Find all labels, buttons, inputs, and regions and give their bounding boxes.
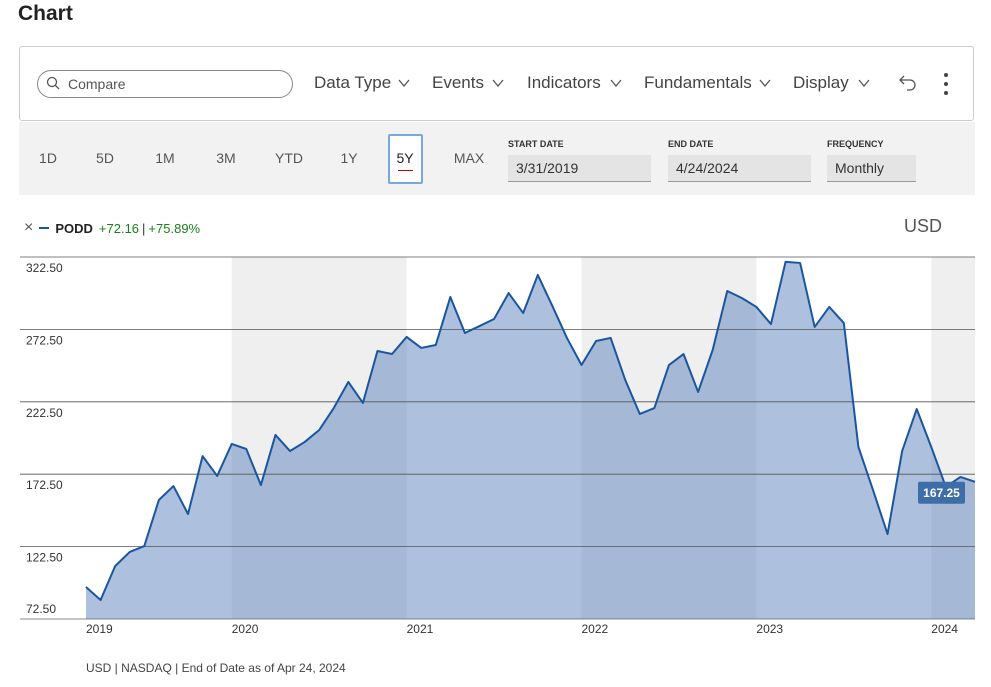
start-date-label: START DATE xyxy=(508,139,564,149)
chevron xyxy=(759,79,771,88)
range-button[interactable]: 5Y xyxy=(396,150,414,166)
range-button[interactable]: 5D xyxy=(96,150,114,166)
range-button[interactable]: 3M xyxy=(216,150,236,166)
x-tick-label: 2022 xyxy=(582,622,609,636)
undo-icon[interactable] xyxy=(899,75,916,91)
range-button[interactable]: 1D xyxy=(39,150,57,166)
price-line xyxy=(85,260,976,602)
range-button[interactable]: MAX xyxy=(453,150,485,166)
x-tick-label: 2020 xyxy=(232,622,259,636)
x-tick-label: 2023 xyxy=(756,622,783,636)
footer-note: USD | NASDAQ | End of Date as of Apr 24,… xyxy=(86,661,346,675)
start-date-input[interactable]: 3/31/2019 xyxy=(508,155,651,182)
last-value-tag xyxy=(918,481,965,504)
page-title: Chart xyxy=(18,2,73,25)
range-button[interactable]: YTD xyxy=(275,150,303,166)
y-tick-label: 272.50 xyxy=(26,333,63,347)
last-value-label: 167.25 xyxy=(923,486,960,500)
legend-name: PODD xyxy=(55,220,93,236)
range-bar xyxy=(19,122,975,195)
frequency-label: FREQUENCY xyxy=(827,139,884,149)
y-tick-label: 322.50 xyxy=(26,261,63,275)
frequency-select[interactable]: Monthly xyxy=(827,155,916,182)
chevron xyxy=(858,79,870,88)
x-tick-label: 2024 xyxy=(931,622,958,636)
range-selected xyxy=(388,134,423,184)
range-button[interactable]: 1M xyxy=(155,150,175,166)
x-tick-label: 2021 xyxy=(407,622,434,636)
menu-events[interactable]: Events xyxy=(432,73,484,92)
y-tick-label: 172.50 xyxy=(26,478,63,492)
currency-select[interactable]: USD xyxy=(904,216,943,236)
end-date-input[interactable]: 4/24/2024 xyxy=(668,155,811,182)
legend-separator: | xyxy=(142,220,146,236)
range-underline xyxy=(398,170,413,171)
end-date-label: END DATE xyxy=(668,139,714,149)
y-tick-label: 222.50 xyxy=(26,406,63,420)
toolbar xyxy=(19,46,974,121)
chevron xyxy=(610,79,622,88)
compare-input[interactable]: Compare xyxy=(37,70,293,98)
range-button[interactable]: 1Y xyxy=(340,150,358,166)
chart: 72.50 122.50 172.50 222.50 272.50 322.50 2019 2… xyxy=(20,256,976,636)
y-tick-label: 72.50 xyxy=(26,602,56,616)
search-icon xyxy=(46,76,60,90)
kebab-icon[interactable] xyxy=(944,73,948,95)
legend-change-pct: +75.89% xyxy=(148,220,201,236)
menu-indicators[interactable]: Indicators xyxy=(527,73,601,92)
legend-change: +72.16 xyxy=(98,220,140,236)
compare-placeholder: Compare xyxy=(68,76,126,92)
legend-swatch xyxy=(39,227,50,229)
menu-fundamentals[interactable]: Fundamentals xyxy=(644,73,752,92)
y-tick-label: 122.50 xyxy=(26,551,63,565)
chevron xyxy=(492,79,504,88)
menu-data-type[interactable]: Data Type xyxy=(314,73,392,92)
x-tick-label: 2019 xyxy=(86,622,113,636)
legend: × PODD +72.16 | +75.89% xyxy=(24,219,200,237)
remove-series[interactable]: × xyxy=(24,219,34,236)
chevron xyxy=(398,79,410,88)
area-fill xyxy=(86,261,975,619)
menu-display[interactable]: Display xyxy=(793,73,849,92)
